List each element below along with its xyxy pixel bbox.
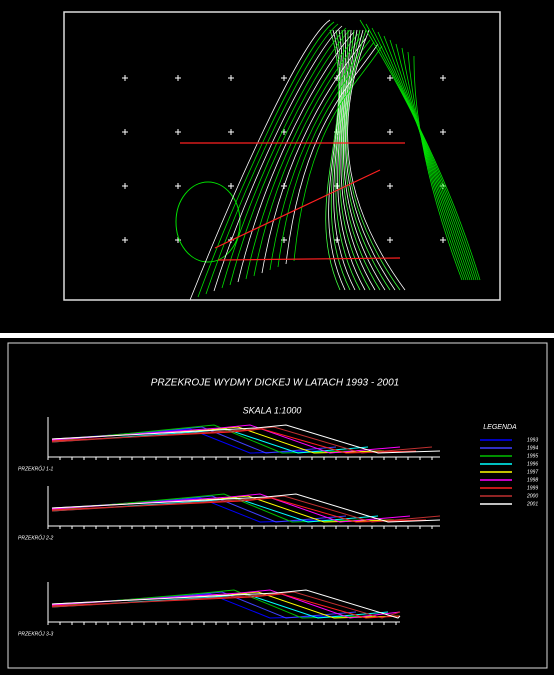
- legend-label: 1996: [527, 461, 538, 467]
- page: PRZEKROJE WYDMY DICKEJ W LATACH 1993 - 2…: [0, 0, 554, 675]
- legend-title: LEGENDA: [483, 424, 517, 431]
- section-label: PRZEKRÓJ 2-2: [18, 534, 54, 541]
- legend-label: 2001: [526, 501, 538, 507]
- scale-label: SKALA 1:1000: [243, 405, 302, 415]
- sheet-title: PRZEKROJE WYDMY DICKEJ W LATACH 1993 - 2…: [151, 378, 399, 389]
- legend-label: 1999: [527, 485, 538, 491]
- cad-screenshot: PRZEKROJE WYDMY DICKEJ W LATACH 1993 - 2…: [0, 0, 554, 675]
- legend-label: 1995: [527, 453, 538, 459]
- legend-label: 1997: [527, 469, 538, 475]
- section-label: PRZEKRÓJ 3-3: [18, 630, 54, 637]
- legend-label: 1993: [527, 437, 538, 443]
- legend-label: 1994: [527, 445, 538, 451]
- legend-label: 1998: [527, 477, 538, 483]
- legend-label: 2000: [526, 493, 538, 499]
- section-label: PRZEKRÓJ 1-1: [18, 465, 54, 472]
- top-panel: [0, 0, 554, 333]
